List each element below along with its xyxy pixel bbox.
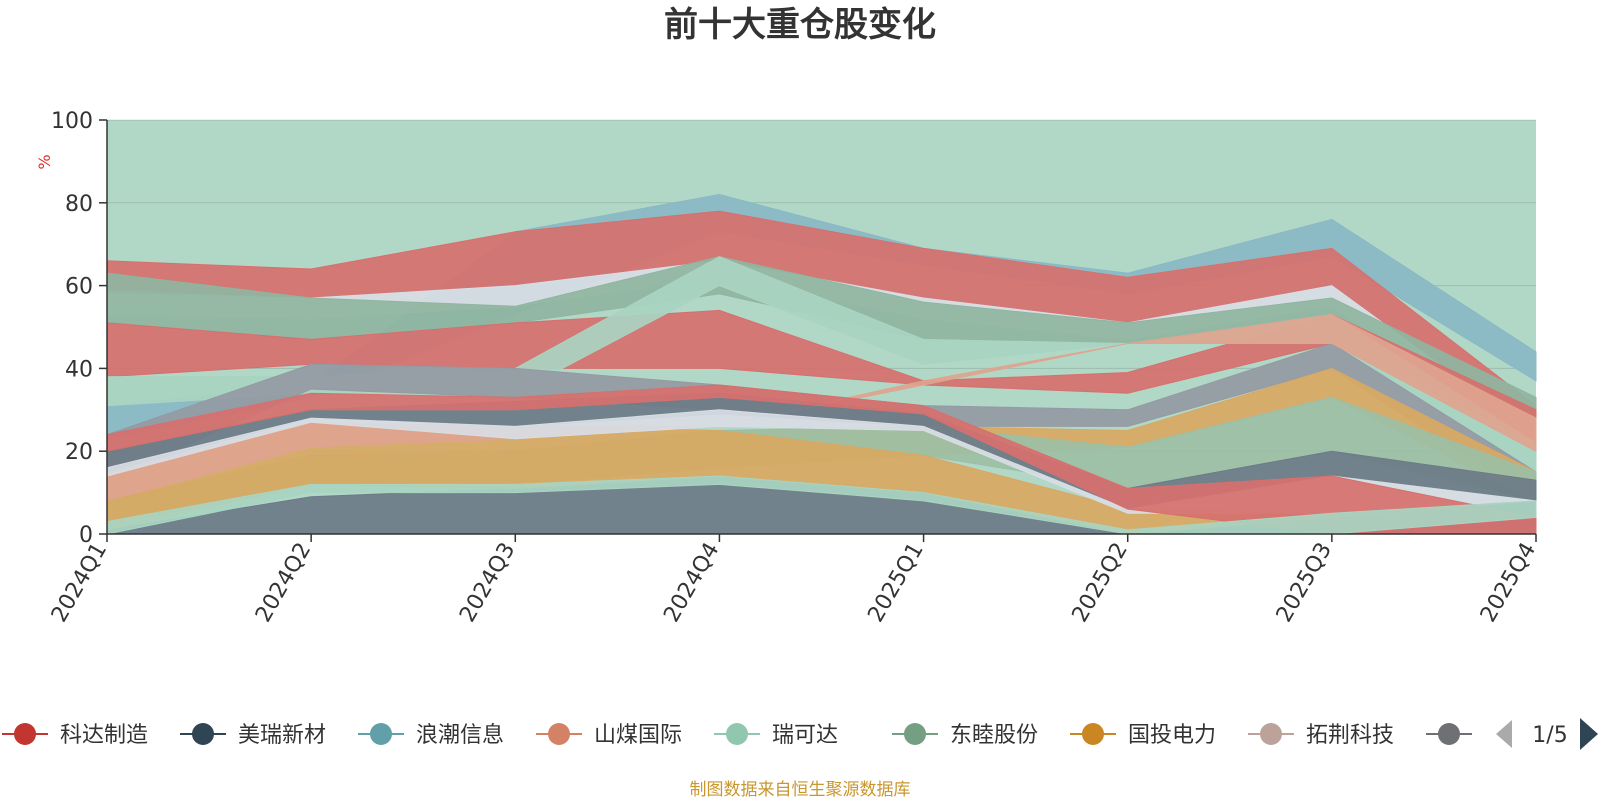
legend-item[interactable]: 浪潮信息	[358, 723, 504, 748]
legend-item[interactable]: 东睦股份	[892, 723, 1038, 748]
x-tick-label: 2025Q3	[1272, 539, 1337, 627]
legend-label: 国投电力	[1128, 723, 1216, 748]
legend-marker-icon	[192, 723, 214, 745]
legend: 科达制造美瑞新材浪潮信息山煤国际瑞可达东睦股份国投电力拓荆科技正帆科技1/5	[2, 716, 1600, 752]
legend-prev-page-icon[interactable]	[1496, 720, 1512, 748]
legend-marker-icon	[1260, 723, 1282, 745]
legend-item[interactable]: 拓荆科技	[1248, 723, 1394, 748]
x-tick-label: 2025Q2	[1068, 539, 1133, 627]
x-tick-label: 2024Q1	[47, 539, 112, 627]
x-tick-label: 2024Q3	[455, 539, 520, 627]
plot-area	[106, 119, 1537, 535]
legend-marker-icon	[1082, 723, 1104, 745]
chart-title: 前十大重仓股变化	[664, 5, 936, 45]
legend-label: 拓荆科技	[1306, 723, 1394, 748]
legend-marker-icon	[726, 723, 748, 745]
y-tick-label: 20	[65, 440, 93, 465]
legend-label: 浪潮信息	[416, 723, 504, 748]
legend-item[interactable]: 山煤国际	[536, 723, 682, 748]
legend-marker-icon	[370, 723, 392, 745]
x-tick-label: 2024Q2	[251, 539, 316, 627]
legend-marker-icon	[548, 723, 570, 745]
legend-label: 山煤国际	[594, 723, 682, 748]
data-source-note: 制图数据来自恒生聚源数据库	[690, 780, 911, 800]
y-axis-unit-label: %	[35, 154, 54, 169]
legend-marker-icon	[14, 723, 36, 745]
y-tick-label: 40	[65, 357, 93, 382]
y-tick-label: 0	[79, 523, 93, 548]
y-tick-label: 100	[51, 109, 93, 134]
legend-item[interactable]: 瑞可达	[714, 723, 838, 748]
legend-item[interactable]: 国投电力	[1070, 723, 1216, 748]
legend-page-indicator: 1/5	[1532, 723, 1567, 748]
legend-label: 东睦股份	[950, 723, 1038, 748]
y-tick-label: 60	[65, 275, 93, 300]
x-tick-label: 2025Q4	[1476, 539, 1541, 627]
legend-item[interactable]: 美瑞新材	[180, 723, 326, 748]
legend-label: 瑞可达	[772, 723, 838, 748]
legend-marker-icon	[904, 723, 926, 745]
legend-label: 美瑞新材	[238, 723, 326, 748]
legend-label: 科达制造	[60, 723, 148, 748]
x-tick-label: 2024Q4	[659, 539, 724, 627]
legend-item[interactable]: 科达制造	[2, 723, 148, 748]
x-tick-label: 2025Q1	[863, 539, 928, 627]
legend-next-page-icon[interactable]	[1580, 718, 1598, 750]
series-area	[106, 475, 1537, 535]
legend-marker-icon	[1438, 723, 1460, 745]
y-tick-label: 80	[65, 192, 93, 217]
